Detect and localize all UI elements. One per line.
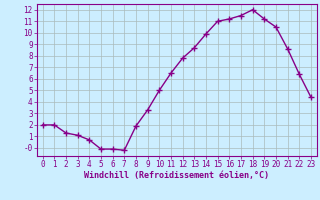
X-axis label: Windchill (Refroidissement éolien,°C): Windchill (Refroidissement éolien,°C) [84, 171, 269, 180]
